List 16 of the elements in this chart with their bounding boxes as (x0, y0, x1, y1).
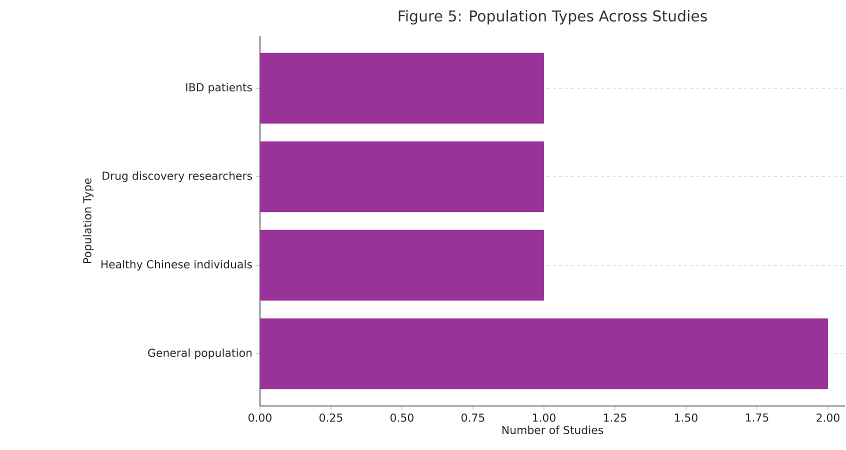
x-tick-label: 0.75 (462, 414, 484, 422)
chart-title: Figure 5: Population Types Across Studies (398, 10, 707, 24)
x-tick-label: 0.00 (248, 414, 272, 422)
y-tick-label: General population (148, 348, 252, 360)
y-tick-label: Drug discovery researchers (102, 171, 252, 182)
x-tick-label: 0.50 (390, 414, 414, 422)
x-tick-label: 0.25 (320, 414, 342, 422)
x-axis-title: Number of Studies (502, 426, 604, 434)
y-tick-label: IBD patients (186, 82, 252, 94)
y-axis-title: Population Type (82, 178, 94, 264)
y-tick-label: Healthy Chinese individuals (101, 260, 252, 271)
x-tick-label: 1.75 (746, 414, 768, 422)
x-tick-label: 1.50 (674, 414, 698, 422)
x-tick-label: 1.00 (532, 414, 556, 422)
x-tick-label: 2.00 (816, 414, 840, 422)
x-tick-label: 1.25 (604, 414, 626, 422)
